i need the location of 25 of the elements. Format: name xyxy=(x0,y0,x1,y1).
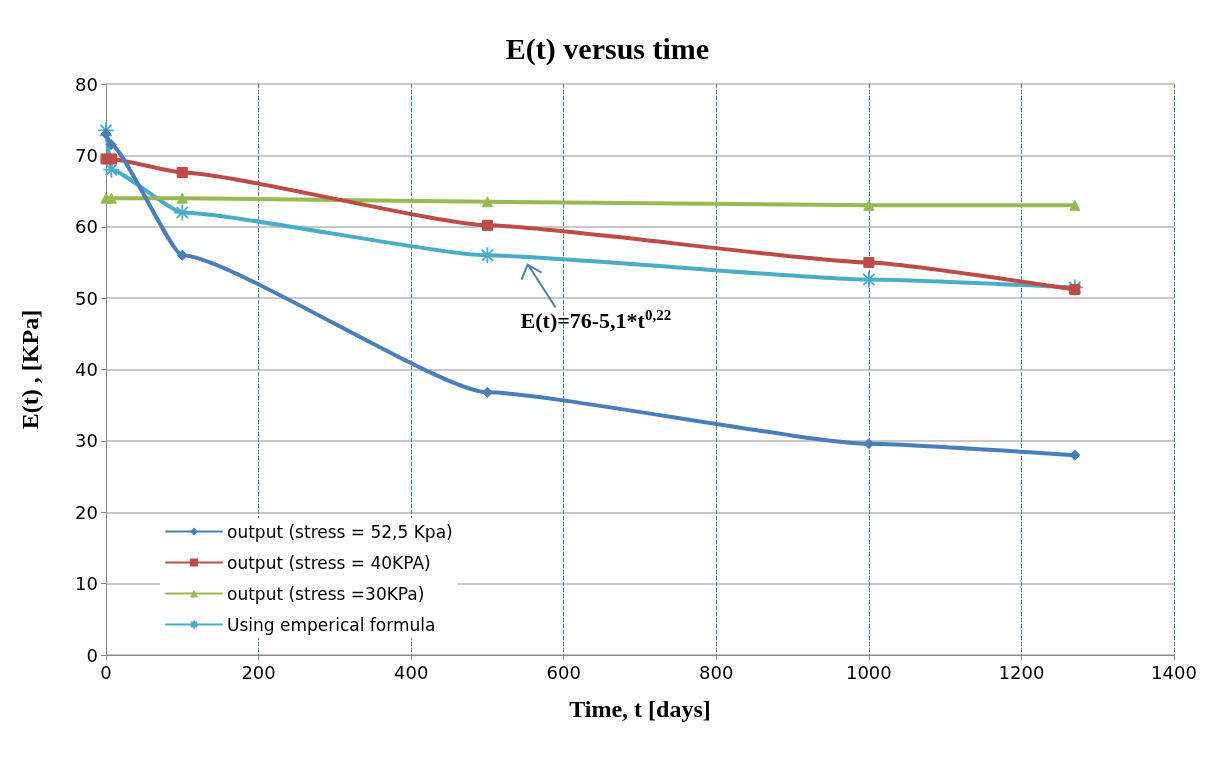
x-tick-label: 600 xyxy=(546,661,581,683)
x-tick-label: 400 xyxy=(393,661,429,683)
x-axis-title: Time, t [days] xyxy=(569,696,711,722)
annotation: E(t)=76-5,1*t$^{0,22}$ xyxy=(520,306,672,333)
x-tick-label: 200 xyxy=(241,661,276,683)
x-tick-label: 800 xyxy=(699,661,734,683)
chart-title: E(t) versus time xyxy=(505,31,710,66)
x-tick-label: 0 xyxy=(100,661,112,683)
legend-label: output (stress = 40KPA) xyxy=(227,552,431,573)
legend-label: output (stress = 52,5 Kpa) xyxy=(227,521,453,542)
y-tick-label: 30 xyxy=(75,430,98,452)
legend-label: Using emperical formula xyxy=(227,614,436,635)
legend-label: output (stress =30KPa) xyxy=(227,583,425,604)
y-axis-title: E(t) , [KPa] xyxy=(17,309,43,430)
y-tick-label: 50 xyxy=(75,287,98,309)
y-tick-label: 0 xyxy=(86,644,98,666)
y-tick-label: 70 xyxy=(75,144,98,166)
x-tick-label: 1000 xyxy=(845,661,892,683)
y-tick-label: 20 xyxy=(75,501,98,523)
y-tick-label: 80 xyxy=(75,73,98,95)
y-tick-label: 40 xyxy=(75,359,98,380)
y-tick-label: 10 xyxy=(75,573,98,595)
x-tick-label: 1400 xyxy=(1151,661,1197,683)
y-tick-label: 60 xyxy=(75,216,98,238)
x-tick-label: 1200 xyxy=(998,661,1045,683)
